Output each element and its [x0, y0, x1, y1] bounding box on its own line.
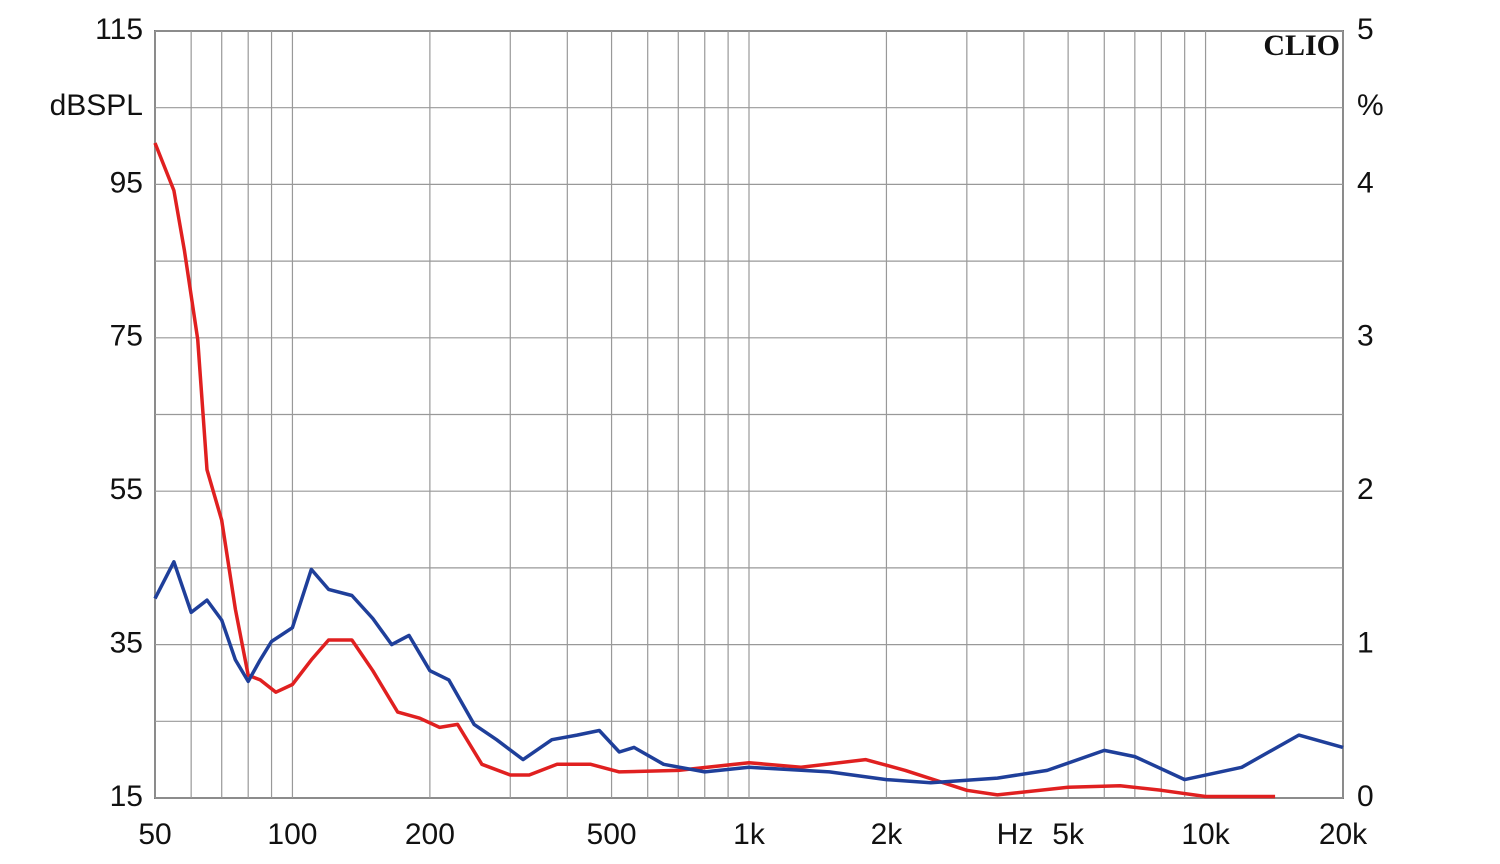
x-axis-label: Hz	[997, 818, 1034, 851]
x-tick-label: 50	[138, 818, 171, 851]
x-tick-label: 100	[267, 818, 317, 851]
y-tick-label: 115	[95, 13, 143, 46]
data-line	[153, 560, 1344, 785]
y2-tick-label: 2	[1357, 473, 1374, 506]
logo: CLIO	[1263, 29, 1340, 62]
y2-axis-label: %	[1357, 89, 1384, 122]
y2-tick-label: 5	[1357, 13, 1374, 46]
y-tick-label: 35	[110, 627, 143, 660]
x-tick-label: 200	[405, 818, 455, 851]
y-tick-label: 15	[110, 780, 143, 813]
y2-tick-label: 4	[1357, 166, 1374, 199]
y-axis-label: dBSPL	[50, 89, 143, 122]
x-tick-label: 10k	[1181, 818, 1230, 851]
x-tick-label: 2k	[871, 818, 904, 851]
x-tick-label: 5k	[1052, 818, 1085, 851]
x-tick-label: 1k	[733, 818, 766, 851]
y-tick-label: 55	[110, 473, 143, 506]
data-line	[153, 142, 1276, 799]
x-tick-label: 500	[587, 818, 637, 851]
y-tick-label: 75	[110, 320, 143, 353]
y2-tick-label: 1	[1357, 627, 1374, 660]
y2-tick-label: 3	[1357, 320, 1374, 353]
x-tick-label: 20k	[1319, 818, 1368, 851]
y-tick-label: 95	[110, 166, 143, 199]
y2-tick-label: 0	[1357, 780, 1374, 813]
